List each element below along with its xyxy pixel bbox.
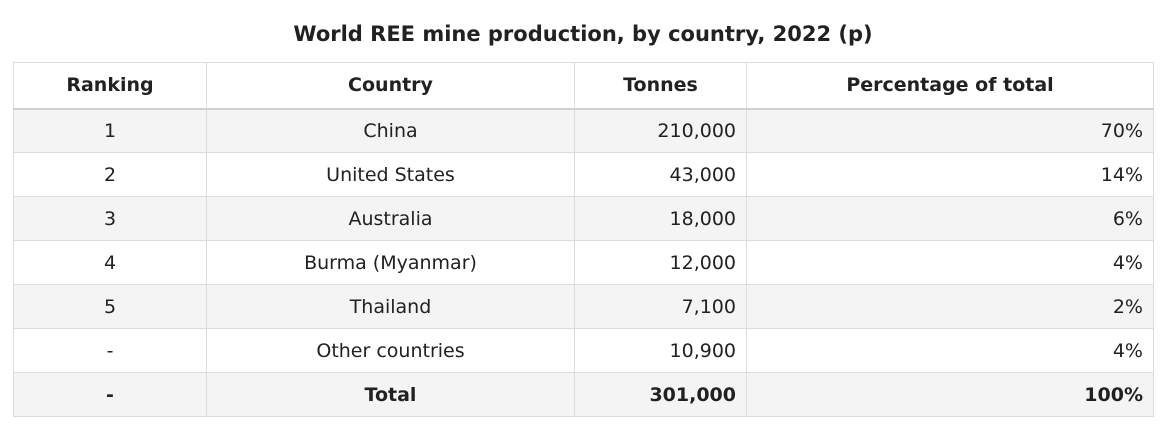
cell-ranking: 2 [13,152,207,197]
cell-country: Thailand [206,284,575,329]
cell-tonnes: 43,000 [574,152,747,197]
table-total-row: - Total 301,000 100% [13,372,1154,417]
table-row: 4 Burma (Myanmar) 12,000 4% [13,240,1154,285]
cell-percentage: 2% [746,284,1154,329]
table-row: 1 China 210,000 70% [13,108,1154,153]
cell-ranking: 3 [13,196,207,241]
cell-percentage-total: 100% [746,372,1154,417]
cell-tonnes: 18,000 [574,196,747,241]
table-header-row: Ranking Country Tonnes Percentage of tot… [13,62,1154,110]
cell-percentage: 14% [746,152,1154,197]
header-percentage[interactable]: Percentage of total [746,62,1154,110]
production-table: Ranking Country Tonnes Percentage of tot… [13,62,1154,417]
cell-country: Australia [206,196,575,241]
header-ranking[interactable]: Ranking [13,62,207,110]
cell-ranking: - [13,372,207,417]
cell-tonnes: 7,100 [574,284,747,329]
header-country[interactable]: Country [206,62,575,110]
cell-country: United States [206,152,575,197]
cell-country: China [206,108,575,153]
table-row: 5 Thailand 7,100 2% [13,284,1154,329]
cell-tonnes-total: 301,000 [574,372,747,417]
cell-country: Burma (Myanmar) [206,240,575,285]
cell-percentage: 4% [746,328,1154,373]
cell-tonnes: 210,000 [574,108,747,153]
cell-ranking: 4 [13,240,207,285]
cell-percentage: 6% [746,196,1154,241]
cell-tonnes: 12,000 [574,240,747,285]
cell-country-total: Total [206,372,575,417]
cell-country: Other countries [206,328,575,373]
cell-percentage: 70% [746,108,1154,153]
table-caption: World REE mine production, by country, 2… [293,22,873,46]
cell-percentage: 4% [746,240,1154,285]
table-row: 3 Australia 18,000 6% [13,196,1154,241]
cell-ranking: 1 [13,108,207,153]
table-row: 2 United States 43,000 14% [13,152,1154,197]
cell-tonnes: 10,900 [574,328,747,373]
table-row: - Other countries 10,900 4% [13,328,1154,373]
header-tonnes[interactable]: Tonnes [574,62,747,110]
cell-ranking: 5 [13,284,207,329]
cell-ranking: - [13,328,207,373]
